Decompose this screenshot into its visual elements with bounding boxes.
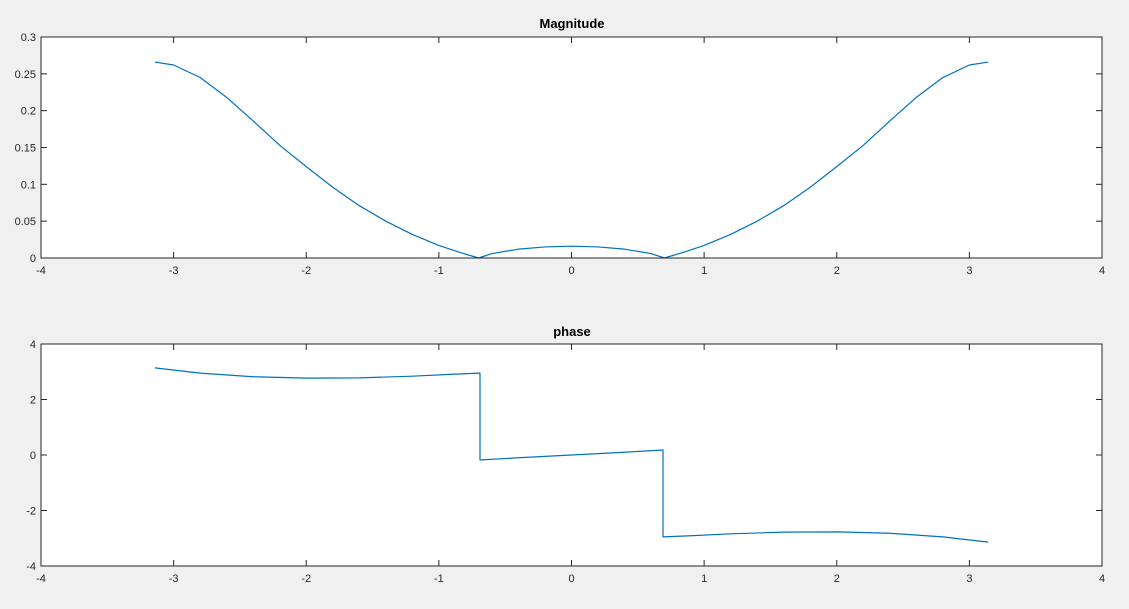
- phase-x-tick-label: 0: [568, 573, 574, 585]
- magnitude-x-tick-label: -4: [36, 265, 46, 277]
- magnitude-y-tick-label: 0: [30, 253, 36, 265]
- magnitude-title: Magnitude: [540, 16, 605, 31]
- magnitude-series-line-0: [154, 61, 989, 259]
- magnitude-x-tick-label: 4: [1099, 265, 1105, 277]
- phase-y-tick-label: 0: [30, 450, 36, 462]
- magnitude-y-tick-label: 0.1: [21, 179, 36, 191]
- phase-y-tick-label: -2: [26, 506, 36, 518]
- magnitude-x-tick-label: -1: [434, 265, 444, 277]
- magnitude-x-tick-label: -2: [301, 265, 311, 277]
- phase-x-tick-label: 3: [966, 573, 972, 585]
- magnitude-x-tick-label: 1: [701, 265, 707, 277]
- phase-line-layer: [154, 367, 989, 543]
- magnitude-x-tick-label: -3: [169, 265, 179, 277]
- phase-subplot: phase -4 -3 -2 -1 0 1 2 3 4 -4 -2 0 2 4: [26, 324, 1105, 585]
- phase-x-tick-label: 1: [701, 573, 707, 585]
- magnitude-x-tick-label: 3: [966, 265, 972, 277]
- phase-series-line-0: [154, 367, 989, 543]
- magnitude-y-tick-label: 0.25: [15, 69, 36, 81]
- phase-x-tick-label: -3: [169, 573, 179, 585]
- phase-axes-box: [40, 343, 1103, 567]
- magnitude-y-tick-label: 0.2: [21, 106, 36, 118]
- phase-title: phase: [553, 324, 591, 339]
- phase-y-tick-label: 4: [30, 339, 36, 351]
- phase-y-tick-label: 2: [30, 395, 36, 407]
- phase-x-tick-label: 2: [834, 573, 840, 585]
- magnitude-x-tick-label: 2: [834, 265, 840, 277]
- phase-y-tick-label: -4: [26, 561, 36, 573]
- magnitude-line-layer: [154, 61, 989, 259]
- magnitude-y-tick-label: 0.3: [21, 32, 36, 44]
- magnitude-axes-box: [40, 36, 1103, 259]
- magnitude-subplot: Magnitude -4 -3 -2 -1 0 1 2 3 4 0 0.05 0.1 0.15 0.2 0.…: [15, 16, 1105, 277]
- phase-x-tick-label: 4: [1099, 573, 1105, 585]
- magnitude-y-tick-label: 0.05: [15, 216, 36, 228]
- phase-x-tick-label: -4: [36, 573, 46, 585]
- magnitude-axes-background: [41, 37, 1102, 258]
- phase-x-tick-label: -1: [434, 573, 444, 585]
- magnitude-y-tick-label: 0.15: [15, 143, 36, 155]
- phase-x-tick-label: -2: [301, 573, 311, 585]
- magnitude-x-tick-label: 0: [568, 265, 574, 277]
